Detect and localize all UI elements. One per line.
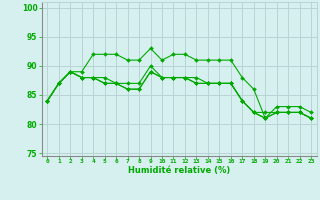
X-axis label: Humidité relative (%): Humidité relative (%) [128,166,230,175]
